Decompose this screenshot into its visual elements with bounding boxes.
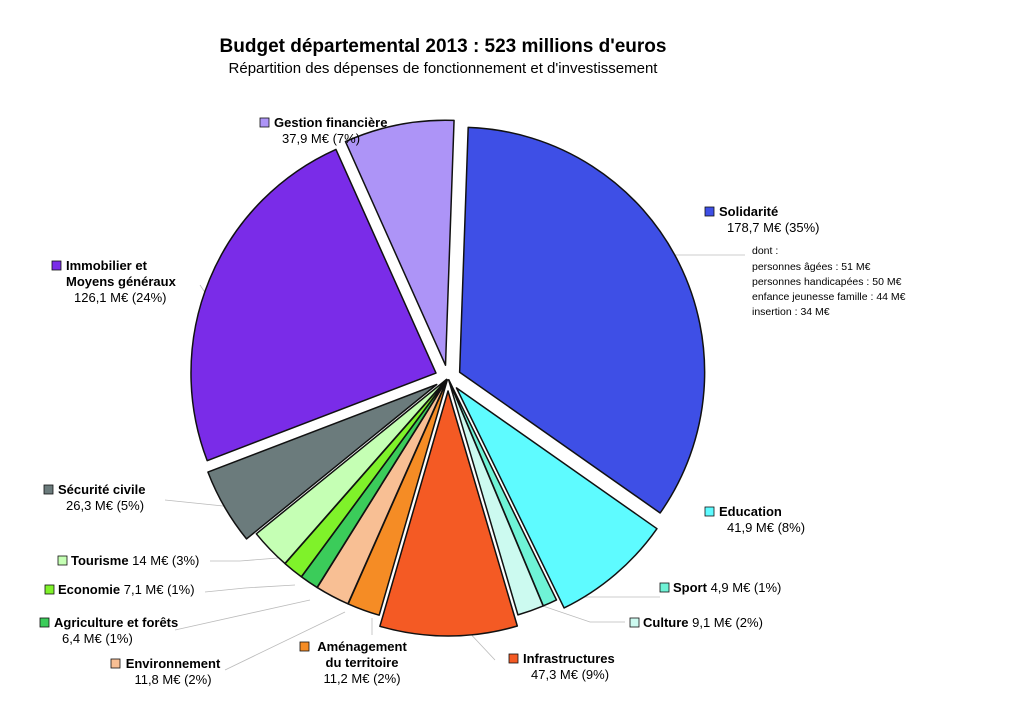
slice-name: Solidarité — [719, 204, 778, 219]
legend-swatch — [110, 658, 121, 669]
leader-line — [539, 604, 625, 623]
slice-label-text: Sport 4,9 M€ (1%) — [673, 580, 781, 595]
legend-swatch — [659, 582, 670, 593]
slice-value: 26,3 M€ (5%) — [66, 498, 144, 513]
legend-swatch — [44, 584, 55, 595]
pie-slice — [255, 378, 448, 565]
legend-swatch — [299, 641, 310, 652]
pie-slice — [344, 119, 455, 366]
slice-value: 7,1 M€ (1%) — [124, 582, 195, 597]
slice-label-text: Tourisme 14 M€ (3%) — [71, 553, 199, 568]
slice-value: 11,8 M€ (2%) — [134, 672, 211, 687]
legend-swatch — [508, 653, 519, 664]
slice-value: 4,9 M€ (1%) — [711, 580, 782, 595]
note-line: personnes âgées : 51 M€ — [752, 261, 871, 273]
slice-label: Tourisme 14 M€ (3%) — [57, 553, 199, 568]
slice-name: Culture — [643, 615, 692, 630]
legend-swatch — [259, 117, 270, 128]
solidarite-detail-note: dont : personnes âgées : 51 M€ personnes… — [752, 245, 906, 318]
pie-slice — [379, 390, 519, 637]
slice-name: Infrastructures — [523, 651, 615, 666]
slice-name: Agriculture et forêts — [54, 615, 178, 630]
slice-name: Economie — [58, 582, 124, 597]
note-line: personnes handicapées : 50 M€ — [752, 276, 902, 288]
legend-swatch — [51, 260, 62, 271]
slice-name: Sport — [673, 580, 711, 595]
legend-swatch — [39, 617, 50, 628]
slice-value: 11,2 M€ (2%) — [323, 671, 400, 686]
slice-value: 9,1 M€ (2%) — [692, 615, 763, 630]
leader-line — [174, 599, 311, 631]
slice-value: 14 M€ (3%) — [132, 553, 199, 568]
note-line: insertion : 34 M€ — [752, 306, 830, 318]
chart-title: Budget départemental 2013 : 523 millions… — [220, 36, 667, 57]
slice-label-text: Culture 9,1 M€ (2%) — [643, 615, 763, 630]
pie-slice — [455, 387, 658, 609]
slice-value: 6,4 M€ (1%) — [62, 631, 133, 646]
pie-slice — [458, 126, 706, 514]
legend-swatch — [629, 617, 640, 628]
pie-slice — [190, 148, 437, 462]
leader-line — [224, 611, 346, 671]
pie-slice — [207, 383, 438, 540]
slice-name: Immobilier et — [66, 258, 148, 273]
slice-name: Gestion financière — [274, 115, 387, 130]
slice-label: Culture 9,1 M€ (2%) — [629, 615, 763, 630]
slice-value: 126,1 M€ (24%) — [74, 290, 167, 305]
leader-line — [204, 584, 296, 593]
slice-name: Aménagement — [317, 639, 407, 654]
chart-subtitle: Répartition des dépenses de fonctionneme… — [229, 60, 659, 77]
slice-name: Environnement — [126, 656, 221, 671]
slice-value: 178,7 M€ (35%) — [727, 220, 820, 235]
slice-value: 41,9 M€ (8%) — [727, 520, 805, 535]
slice-label: Sport 4,9 M€ (1%) — [659, 580, 781, 595]
legend-swatch — [704, 206, 715, 217]
legend-swatch — [43, 484, 54, 495]
leader-line — [210, 557, 279, 562]
note-heading: dont : — [752, 245, 778, 257]
slice-name: Tourisme — [71, 553, 132, 568]
slice-name: Moyens généraux — [66, 274, 177, 289]
slice-label-text: Economie 7,1 M€ (1%) — [58, 582, 195, 597]
slice-value: 47,3 M€ (9%) — [531, 667, 609, 682]
slice-value: 37,9 M€ (7%) — [282, 131, 360, 146]
pie-slice — [447, 379, 544, 616]
slice-label: Economie 7,1 M€ (1%) — [44, 582, 195, 597]
note-line: enfance jeunesse famille : 44 M€ — [752, 291, 906, 303]
legend-swatch — [57, 555, 68, 566]
slice-name: Education — [719, 504, 782, 519]
slice-name: du territoire — [326, 655, 399, 670]
slice-name: Sécurité civile — [58, 482, 145, 497]
legend-swatch — [704, 506, 715, 517]
